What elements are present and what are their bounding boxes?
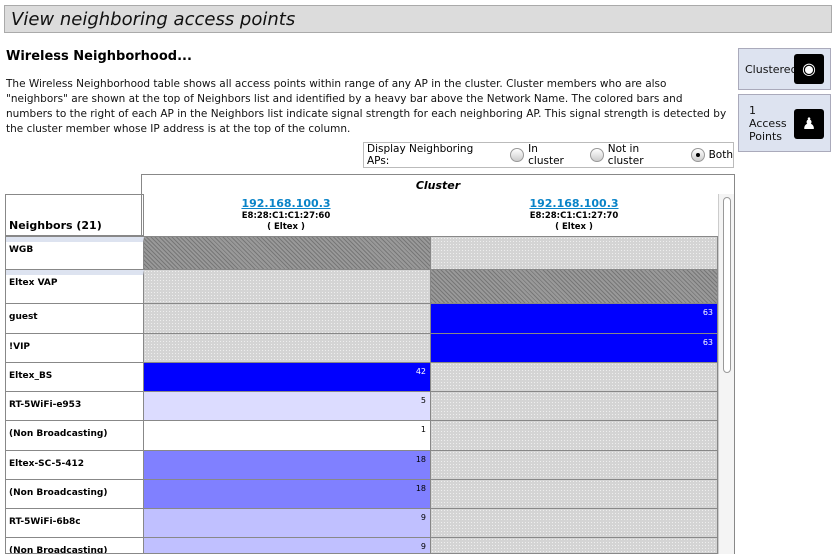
signal-cell xyxy=(144,334,431,362)
signal-cell xyxy=(431,421,718,450)
signal-cell xyxy=(431,509,718,537)
signal-cell xyxy=(431,538,718,553)
neighbor-name: RT-5WiFi-6b8c xyxy=(6,509,144,537)
ap-mac: E8:28:C1:C1:27:70 xyxy=(529,211,619,221)
neighbor-name: (Non Broadcasting) xyxy=(6,538,144,553)
neighbors-table: WGB Eltex VAP guest 63 !VIP 63 Eltex_BS 42 RT-5W… xyxy=(5,236,735,554)
signal-cell xyxy=(431,237,718,269)
table-row: WGB xyxy=(6,237,719,270)
table-row: (Non Broadcasting) 9 xyxy=(6,538,719,553)
cluster-member-header: 192.168.100.3 E8:28:C1:C1:27:70 ( Eltex … xyxy=(430,197,718,233)
signal-cell xyxy=(431,392,718,420)
radio-not-in-cluster[interactable] xyxy=(590,148,604,162)
neighbor-name: Eltex_BS xyxy=(6,363,144,391)
signal-cell xyxy=(144,304,431,333)
page-title: View neighboring access points xyxy=(4,5,832,33)
scrollbar[interactable] xyxy=(718,194,734,554)
access-points-icon: ♟ xyxy=(794,109,824,139)
signal-cell: 5 xyxy=(144,392,431,420)
cluster-member-header: 192.168.100.3 E8:28:C1:C1:27:60 ( Eltex … xyxy=(142,197,430,233)
radio-in-cluster[interactable] xyxy=(510,148,525,162)
table-row: Eltex VAP xyxy=(6,270,719,304)
ap-name: ( Eltex ) xyxy=(555,222,593,232)
table-row: (Non Broadcasting) 1 xyxy=(6,421,719,451)
table-row: !VIP 63 xyxy=(6,334,719,363)
table-row: RT-5WiFi-6b8c 9 xyxy=(6,509,719,538)
display-filter: Display Neighboring APs: In cluster Not … xyxy=(363,142,734,168)
neighbor-name: Eltex VAP xyxy=(6,270,144,303)
neighbors-header: Neighbors (21) xyxy=(5,194,144,236)
signal-cell: 63 xyxy=(431,334,718,362)
radio-label: In cluster xyxy=(528,143,564,167)
signal-cell xyxy=(431,480,718,508)
signal-cell xyxy=(431,451,718,479)
ap-name: ( Eltex ) xyxy=(267,222,305,232)
ap-mac: E8:28:C1:C1:27:60 xyxy=(241,211,331,221)
signal-cell xyxy=(431,363,718,391)
cluster-antenna-icon: ◉ xyxy=(794,54,824,84)
section-heading: Wireless Neighborhood... xyxy=(6,49,192,64)
cluster-header: Cluster 192.168.100.3 E8:28:C1:C1:27:60 … xyxy=(141,174,735,236)
signal-cell xyxy=(144,237,431,269)
table-row: RT-5WiFi-e953 5 xyxy=(6,392,719,421)
neighbor-name: Eltex-SC-5-412 xyxy=(6,451,144,479)
ap-ip-link[interactable]: 192.168.100.3 xyxy=(529,197,619,210)
description: The Wireless Neighborhood table shows al… xyxy=(6,78,727,135)
scrollbar-thumb[interactable] xyxy=(723,197,731,373)
ap-label: Access xyxy=(749,117,787,130)
signal-cell xyxy=(144,270,431,303)
table-row: guest 63 xyxy=(6,304,719,334)
signal-cell: 18 xyxy=(144,480,431,508)
cluster-title: Cluster xyxy=(415,179,461,192)
ap-label: Points xyxy=(749,130,783,143)
radio-label: Both xyxy=(708,149,733,161)
ap-ip-link[interactable]: 192.168.100.3 xyxy=(241,197,331,210)
neighbor-name: guest xyxy=(6,304,144,333)
table-row: Eltex_BS 42 xyxy=(6,363,719,392)
radio-label: Not in cluster xyxy=(607,143,644,167)
neighbor-name: WGB xyxy=(6,237,144,269)
neighbor-name: (Non Broadcasting) xyxy=(6,421,144,450)
radio-both[interactable] xyxy=(690,148,705,162)
signal-cell: 1 xyxy=(144,421,431,450)
signal-cell xyxy=(431,270,718,303)
clustered-label: Clustered xyxy=(745,63,798,76)
table-row: (Non Broadcasting) 18 xyxy=(6,480,719,509)
table-row: Eltex-SC-5-412 18 xyxy=(6,451,719,480)
access-points-button[interactable]: 1 Access Points ♟ xyxy=(738,94,831,152)
signal-cell: 9 xyxy=(144,509,431,537)
filter-label: Display Neighboring APs: xyxy=(367,143,474,167)
signal-cell: 42 xyxy=(144,363,431,391)
ap-count: 1 xyxy=(749,104,756,117)
signal-cell: 63 xyxy=(431,304,718,333)
neighbor-name: RT-5WiFi-e953 xyxy=(6,392,144,420)
clustered-button[interactable]: Clustered ◉ xyxy=(738,48,831,90)
signal-cell: 9 xyxy=(144,538,431,553)
signal-cell: 18 xyxy=(144,451,431,479)
neighbor-name: (Non Broadcasting) xyxy=(6,480,144,508)
neighbor-name: !VIP xyxy=(6,334,144,362)
